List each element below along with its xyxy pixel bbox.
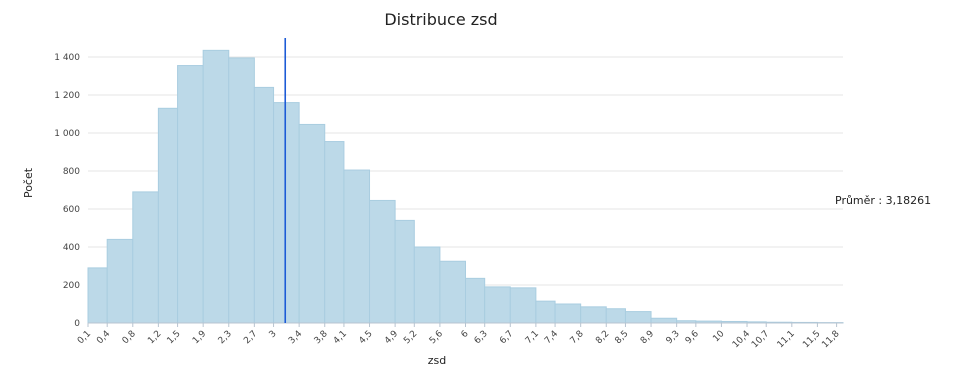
x-axis-title: zsd — [428, 354, 447, 367]
histogram-bar — [178, 66, 204, 323]
y-tick-label: 0 — [74, 319, 80, 329]
histogram-bar — [299, 124, 325, 323]
x-tick-label: 3,4 — [287, 329, 304, 346]
x-tick-label: 7,4 — [543, 329, 560, 346]
histogram-bar — [555, 304, 581, 323]
y-axis-title: Počet — [22, 167, 35, 198]
y-tick-labels: 0 200 400 600 800 1 000 1 200 1 400 — [54, 53, 80, 329]
histogram-bar — [536, 301, 555, 323]
y-tick-label: 600 — [63, 205, 80, 215]
mean-label: Průměr : 3,18261 — [835, 194, 931, 207]
histogram-bar — [370, 200, 396, 323]
x-tick-label: 4,9 — [383, 329, 400, 346]
histogram-bar — [581, 307, 607, 323]
y-tick-label: 1 400 — [54, 53, 80, 63]
x-tick-label: 3,8 — [313, 329, 330, 346]
x-tick-label: 8,9 — [639, 329, 656, 346]
x-tick-label: 6,3 — [473, 329, 490, 346]
histogram-bar — [325, 142, 344, 323]
x-tick-label: 11,5 — [801, 329, 822, 350]
x-tick-label: 2,3 — [217, 329, 234, 346]
histogram-bar — [440, 261, 466, 323]
x-tick-label: 0,8 — [121, 329, 138, 346]
x-tick-label: 8,5 — [613, 329, 630, 346]
x-tick-label: 6 — [459, 329, 470, 340]
histogram-bar — [344, 170, 370, 323]
x-tick-label: 2,7 — [242, 329, 259, 346]
x-tick-label: 0,1 — [76, 329, 93, 346]
x-tick-label: 0,4 — [95, 329, 112, 346]
x-tick-label: 3 — [268, 329, 279, 340]
x-tick-label: 5,2 — [402, 329, 419, 346]
histogram-bar — [651, 318, 677, 323]
histogram-bar — [395, 220, 414, 323]
x-tick-label: 1,2 — [146, 329, 163, 346]
histogram-bar — [88, 268, 107, 323]
histogram-bar — [274, 103, 300, 323]
x-tick-label: 7,8 — [569, 329, 586, 346]
y-tick-label: 200 — [63, 281, 80, 291]
histogram-bar — [606, 309, 625, 323]
x-tick-label: 6,7 — [498, 329, 515, 346]
x-tick-label: 11,1 — [776, 329, 797, 350]
x-tick-label: 9,3 — [665, 329, 682, 346]
x-tick-label: 7,1 — [524, 329, 541, 346]
histogram-bar — [203, 50, 229, 323]
histogram-bar — [466, 278, 485, 323]
histogram-bar — [625, 312, 651, 323]
x-tick-label: 1,9 — [191, 329, 208, 346]
y-tick-label: 1 200 — [54, 91, 80, 101]
histogram-bar — [158, 108, 177, 323]
histogram-bar — [133, 192, 159, 323]
histogram-bar — [254, 87, 273, 323]
histogram-bar — [485, 287, 511, 323]
axes — [88, 323, 843, 327]
x-tick-label: 4,5 — [357, 329, 374, 346]
x-tick-label: 9,6 — [684, 329, 701, 346]
histogram-bar — [510, 288, 536, 323]
x-tick-label: 5,6 — [428, 329, 445, 346]
y-tick-label: 1 000 — [54, 129, 80, 139]
x-tick-label: 8,2 — [594, 329, 611, 346]
x-tick-label: 4,1 — [332, 329, 349, 346]
histogram-bar — [229, 58, 255, 323]
x-tick-label: 10 — [711, 329, 726, 344]
x-tick-label: 1,5 — [165, 329, 182, 346]
histogram-bars — [88, 50, 843, 323]
chart-title: Distribuce zsd — [384, 10, 497, 29]
x-tick-label: 10,4 — [731, 329, 752, 350]
histogram-bar — [414, 247, 440, 323]
histogram-bar — [107, 239, 133, 323]
x-tick-label: 11,8 — [820, 329, 841, 350]
y-tick-label: 400 — [63, 243, 80, 253]
y-tick-label: 800 — [63, 167, 80, 177]
x-tick-label: 10,7 — [750, 329, 771, 350]
